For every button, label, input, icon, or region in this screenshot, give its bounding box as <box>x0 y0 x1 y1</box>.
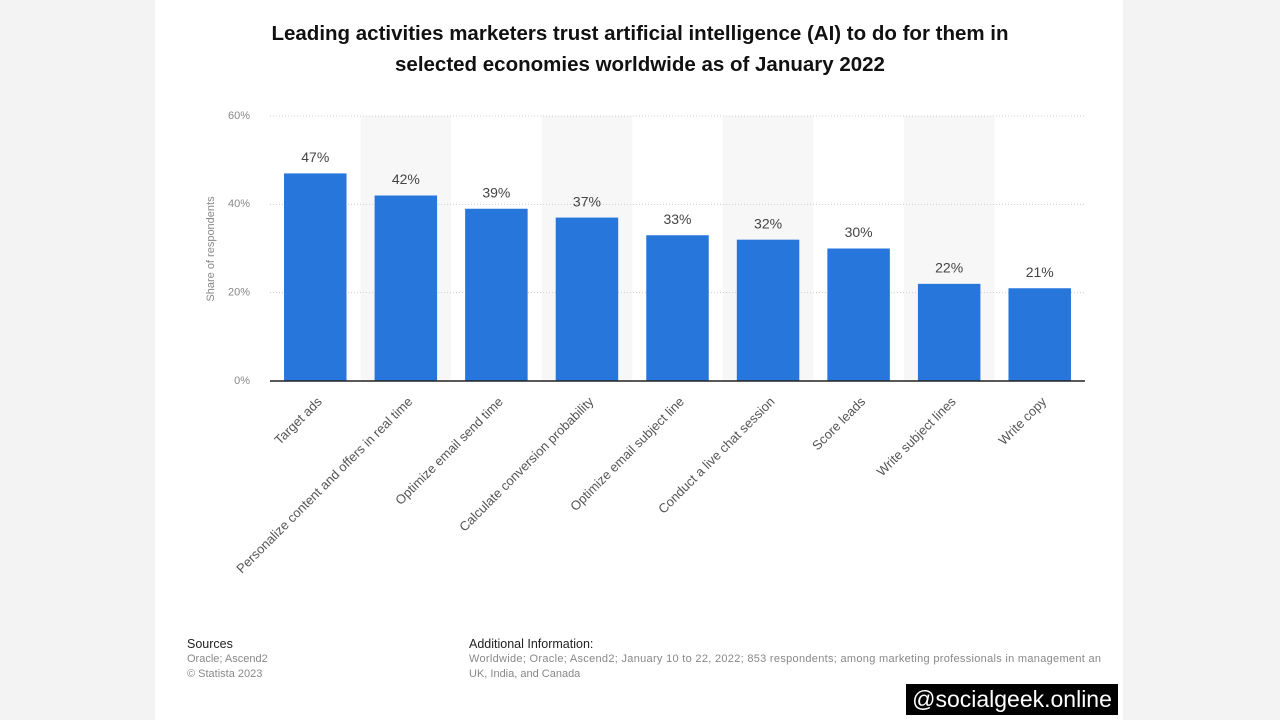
bar <box>917 283 981 381</box>
x-tick-label: Write subject lines <box>874 394 959 479</box>
value-label: 33% <box>663 211 691 227</box>
bar <box>284 173 347 381</box>
bar <box>736 239 800 381</box>
bar <box>374 195 438 381</box>
x-tick-label: Write copy <box>995 394 1049 448</box>
value-label: 22% <box>935 260 963 276</box>
value-label: 37% <box>573 193 601 209</box>
x-tick-label: Score leads <box>809 394 869 454</box>
x-tick-label: Personalize content and offers in real t… <box>233 394 415 576</box>
value-label: 42% <box>392 171 420 187</box>
y-axis-label: Share of respondents <box>205 196 217 302</box>
value-label: 21% <box>1026 264 1054 280</box>
additional-info-line: Worldwide; Oracle; Ascend2; January 10 t… <box>469 653 1102 665</box>
bar <box>646 235 709 381</box>
additional-info-title: Additional Information: <box>469 637 594 651</box>
y-tick-label: 40% <box>228 198 250 210</box>
value-label: 47% <box>301 149 329 165</box>
sources: Sources Oracle; Ascend2 © Statista 2023 <box>187 637 447 682</box>
value-label: 32% <box>754 215 782 231</box>
additional-info: Additional Information: Worldwide; Oracl… <box>469 637 1123 682</box>
x-tick-label: Target ads <box>271 394 325 448</box>
additional-info-line: UK, India, and Canada <box>469 668 581 680</box>
y-tick-label: 60% <box>228 110 250 122</box>
sources-title: Sources <box>187 637 233 651</box>
value-label: 30% <box>845 224 873 240</box>
chart-title: Leading activities marketers trust artif… <box>271 22 1009 76</box>
y-tick-label: 0% <box>234 375 250 387</box>
bar <box>1008 288 1071 381</box>
value-label: 39% <box>482 184 510 200</box>
sources-line: Oracle; Ascend2 <box>187 653 268 665</box>
bar <box>827 248 890 381</box>
y-tick-label: 20% <box>228 287 250 299</box>
watermark: @socialgeek.online <box>906 684 1118 715</box>
bar <box>465 208 528 381</box>
sources-line: © Statista 2023 <box>187 668 263 680</box>
bar <box>555 217 619 381</box>
